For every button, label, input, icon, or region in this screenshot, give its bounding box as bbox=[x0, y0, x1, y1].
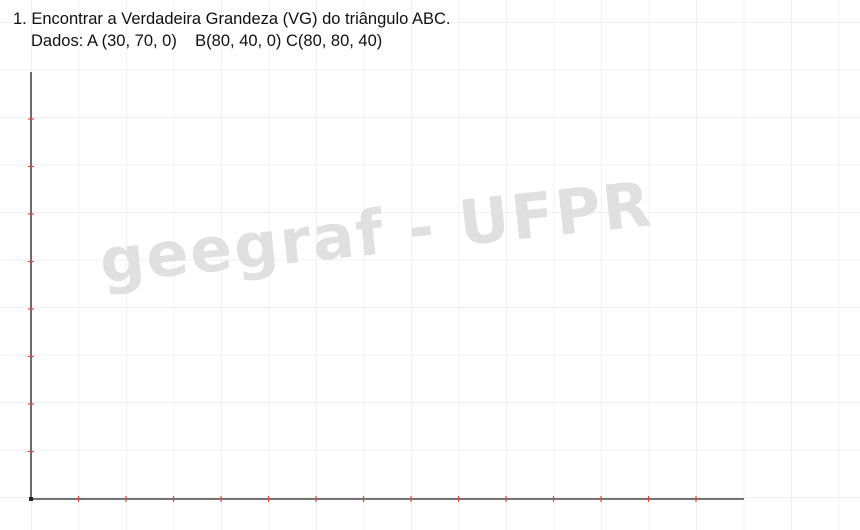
problem-data: Dados: A (30, 70, 0) B(80, 40, 0) C(80, … bbox=[31, 32, 383, 50]
origin-marker bbox=[29, 497, 33, 501]
problem-title: 1. Encontrar a Verdadeira Grandeza (VG) … bbox=[13, 10, 451, 28]
axis-ticks bbox=[28, 118, 697, 502]
problem-statement: 1. Encontrar a Verdadeira Grandeza (VG) … bbox=[13, 8, 451, 52]
